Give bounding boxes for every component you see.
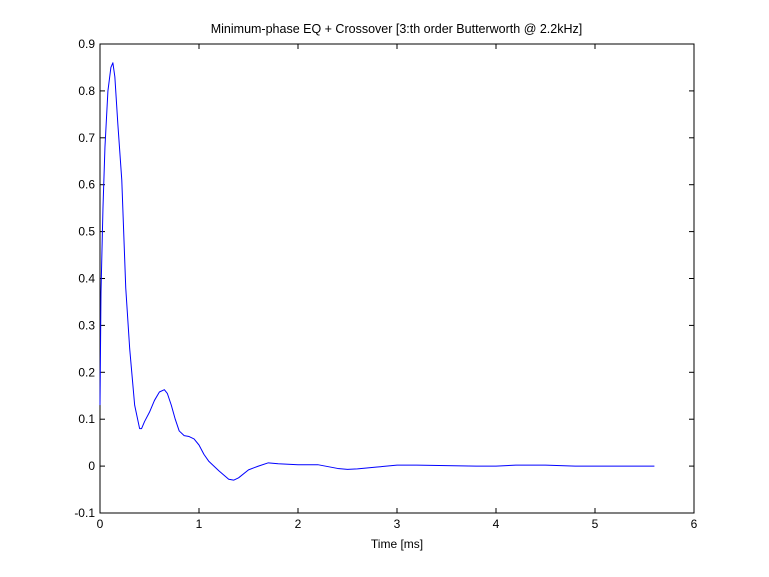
- y-tick-label: 0.6: [78, 178, 95, 192]
- y-tick-label: 0.5: [78, 225, 95, 239]
- x-tick-label: 2: [295, 517, 302, 531]
- x-tick-label: 0: [97, 517, 104, 531]
- y-tick-label: 0.3: [78, 318, 95, 332]
- x-axis-label: Time [ms]: [371, 537, 423, 551]
- y-tick-label: 0.2: [78, 365, 95, 379]
- series-layer: [99, 62, 655, 481]
- y-tick-label: 0.4: [78, 272, 95, 286]
- y-tick-label: 0.9: [78, 37, 95, 51]
- x-tick-label: 3: [394, 517, 401, 531]
- plot-area: [99, 43, 695, 514]
- x-tick-label: 5: [592, 517, 599, 531]
- x-tick-label: 4: [493, 517, 500, 531]
- y-tick-label: 0.8: [78, 84, 95, 98]
- y-tick-label: 0.7: [78, 131, 95, 145]
- x-tick-label: 6: [691, 517, 698, 531]
- y-tick-label: 0: [88, 459, 95, 473]
- chart-title: Minimum-phase EQ + Crossover [3:th order…: [211, 22, 583, 36]
- y-tick-label: 0.1: [78, 412, 95, 426]
- x-tick-label: 1: [196, 517, 203, 531]
- ticks-layer: 0 1 2 3 4 5 6-0.100.10.20.30.40.50.60.70.80.9: [74, 37, 697, 531]
- y-tick-label: -0.1: [74, 506, 95, 520]
- series-line: [99, 62, 655, 481]
